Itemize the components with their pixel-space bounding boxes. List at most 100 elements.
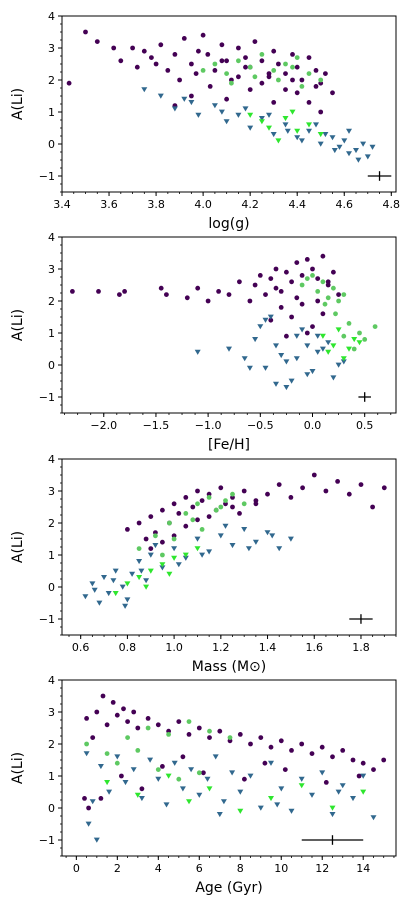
upper-limit-marker — [276, 546, 283, 552]
upper-limit-marker — [223, 119, 230, 125]
data-point — [145, 716, 151, 721]
x-tick-label: 8 — [237, 862, 244, 875]
data-point — [122, 289, 127, 294]
data-point — [294, 55, 300, 60]
upper-limit-marker — [314, 333, 321, 339]
upper-limit-marker — [97, 764, 104, 770]
axes-frame — [61, 679, 397, 857]
upper-limit-marker — [129, 571, 136, 577]
upper-limit-marker — [340, 359, 347, 365]
data-point — [262, 760, 268, 766]
data-point — [193, 71, 199, 76]
data-point — [341, 292, 347, 297]
data-point — [110, 700, 116, 705]
upper-limit-marker — [304, 372, 311, 378]
upper-limit-marker — [212, 754, 219, 760]
y-tick-label: 0 — [48, 581, 55, 594]
upper-limit-marker — [83, 751, 90, 757]
data-point — [252, 39, 258, 44]
data-point — [190, 517, 196, 523]
data-point — [166, 732, 172, 737]
data-point — [284, 333, 289, 339]
data-point — [381, 485, 387, 491]
data-point — [313, 68, 319, 73]
data-point — [315, 298, 321, 304]
data-point — [177, 77, 183, 83]
data-point — [226, 292, 232, 297]
upper-limit-marker — [196, 792, 203, 798]
upper-limit-marker — [136, 559, 143, 565]
x-tick-label: 4 — [155, 862, 162, 875]
data-point — [201, 770, 206, 776]
data-point — [304, 257, 310, 262]
upper-limit-marker — [226, 346, 232, 352]
upper-limit-marker — [138, 568, 145, 574]
upper-limit-marker — [171, 760, 178, 766]
data-point — [323, 71, 328, 76]
upper-limit-marker — [171, 546, 178, 552]
upper-limit-marker — [235, 112, 242, 118]
data-point — [372, 324, 378, 329]
upper-limit-marker — [283, 359, 290, 365]
upper-limit-marker — [122, 603, 129, 609]
data-point — [205, 52, 211, 57]
data-point — [148, 546, 154, 551]
data-point — [271, 68, 277, 73]
data-point — [145, 725, 151, 731]
data-point — [199, 527, 205, 532]
upper-limit-marker — [257, 805, 264, 811]
upper-limit-marker — [314, 349, 321, 355]
upper-limit-marker — [159, 562, 166, 568]
data-point — [172, 52, 178, 57]
y-tick-label: −1 — [39, 170, 55, 183]
data-point — [135, 725, 141, 731]
upper-limit-marker — [147, 757, 154, 763]
data-point — [241, 488, 247, 494]
data-point — [230, 504, 235, 510]
data-point — [294, 260, 300, 265]
data-points — [82, 472, 387, 609]
upper-limit-marker — [275, 138, 282, 144]
upper-limit-marker — [322, 132, 329, 138]
upper-limit-marker — [298, 138, 305, 144]
upper-limit-marker — [266, 112, 272, 118]
data-point — [160, 507, 165, 513]
upper-limit-marker — [89, 581, 96, 587]
x-axis-label: Mass (M⊙) — [192, 659, 266, 675]
upper-limit-marker — [329, 135, 336, 141]
data-point — [248, 741, 253, 747]
axes-frame — [61, 236, 397, 414]
upper-limit-marker — [147, 552, 154, 558]
data-point — [237, 732, 243, 737]
upper-limit-marker — [267, 314, 274, 320]
data-point — [94, 709, 100, 715]
data-point — [139, 786, 145, 792]
data-point — [320, 279, 326, 285]
upper-limit-marker — [155, 776, 162, 782]
panel-mass: 0.6 0.8 1.0 1.2 1.4 1.6 1.8 −1 0 1 2 3 4 Mass (M⊙) A… — [10, 453, 397, 675]
upper-limit-marker — [269, 533, 276, 539]
x-tick-label: 1.0 — [165, 641, 183, 654]
data-point — [247, 87, 253, 92]
upper-limit-marker — [329, 805, 336, 811]
data-point — [356, 773, 362, 779]
upper-limit-marker — [288, 378, 295, 384]
upper-limit-marker — [241, 527, 248, 533]
upper-limit-marker — [306, 128, 312, 134]
data-point — [111, 45, 117, 51]
data-point — [309, 751, 315, 756]
upper-limit-marker — [313, 122, 319, 128]
upper-limit-marker — [222, 523, 229, 529]
upper-limit-marker — [289, 109, 296, 115]
data-point — [176, 511, 182, 516]
data-point — [196, 48, 201, 54]
upper-limit-marker — [104, 780, 111, 786]
data-point — [114, 760, 120, 766]
upper-limit-marker — [284, 128, 291, 134]
upper-limit-marker — [163, 802, 170, 808]
upper-limit-marker — [194, 546, 201, 552]
upper-limit-marker — [229, 543, 236, 549]
data-point — [136, 546, 142, 551]
data-point — [322, 301, 328, 307]
upper-limit-marker — [288, 808, 295, 814]
